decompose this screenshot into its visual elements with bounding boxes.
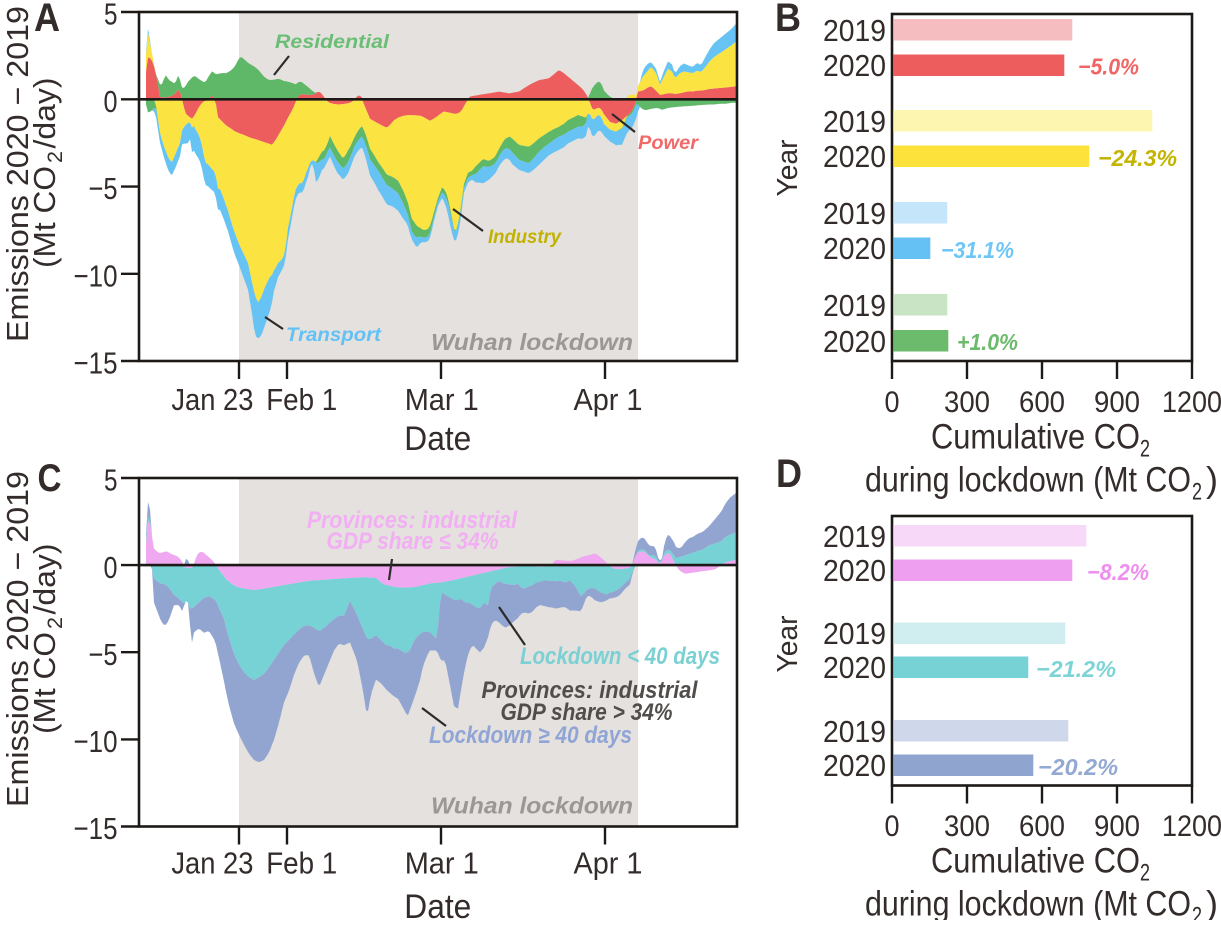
svg-text:−5: −5 bbox=[89, 637, 118, 672]
svg-text:during lockdown (Mt CO: during lockdown (Mt CO bbox=[865, 885, 1191, 921]
svg-text:2019: 2019 bbox=[823, 196, 886, 231]
svg-text:2: 2 bbox=[1192, 479, 1202, 506]
svg-text:Emissions 2020 − 2019: Emissions 2020 − 2019 bbox=[1, 6, 35, 342]
svg-text:Industry: Industry bbox=[488, 227, 562, 248]
svg-text:2020: 2020 bbox=[823, 231, 886, 266]
svg-text:0: 0 bbox=[885, 386, 900, 419]
svg-text:−15: −15 bbox=[74, 346, 118, 381]
svg-text:Power: Power bbox=[638, 133, 700, 154]
svg-text:Mar 1: Mar 1 bbox=[405, 846, 479, 881]
svg-text:−15: −15 bbox=[74, 811, 118, 846]
svg-text:2020: 2020 bbox=[823, 48, 886, 83]
svg-text:+1.0%: +1.0% bbox=[957, 329, 1018, 355]
svg-text:2: 2 bbox=[1192, 903, 1202, 921]
svg-text:Year: Year bbox=[772, 139, 804, 196]
svg-text:Apr 1: Apr 1 bbox=[574, 846, 643, 881]
svg-text:−10: −10 bbox=[74, 259, 118, 294]
svg-text:GDP share ≤ 34%: GDP share ≤ 34% bbox=[327, 528, 499, 555]
svg-text:Date: Date bbox=[404, 888, 471, 920]
svg-text:0: 0 bbox=[885, 810, 900, 843]
svg-text:2019: 2019 bbox=[823, 104, 886, 139]
svg-text:Wuhan lockdown: Wuhan lockdown bbox=[431, 329, 633, 355]
svg-text:2: 2 bbox=[43, 617, 67, 629]
svg-text:−10: −10 bbox=[74, 724, 118, 759]
svg-text:2020: 2020 bbox=[823, 553, 886, 588]
svg-text:Mar 1: Mar 1 bbox=[405, 382, 479, 417]
svg-text:5: 5 bbox=[104, 463, 118, 498]
svg-text:600: 600 bbox=[1019, 810, 1065, 843]
svg-text:5: 5 bbox=[104, 0, 118, 32]
svg-text:C: C bbox=[38, 457, 62, 500]
svg-text:−20.2%: −20.2% bbox=[1038, 754, 1118, 780]
svg-text:−21.2%: −21.2% bbox=[1036, 656, 1116, 682]
svg-text:Provinces: industrial: Provinces: industrial bbox=[482, 677, 699, 704]
svg-text:900: 900 bbox=[1094, 810, 1140, 843]
svg-text:Cumulative CO: Cumulative CO bbox=[931, 842, 1140, 881]
svg-text:(Mt CO: (Mt CO bbox=[28, 166, 62, 268]
svg-text:2019: 2019 bbox=[823, 616, 886, 651]
svg-text:Year: Year bbox=[772, 615, 804, 672]
svg-text:2019: 2019 bbox=[823, 13, 886, 48]
svg-text:Lockdown < 40 days: Lockdown < 40 days bbox=[520, 643, 720, 670]
svg-text:Emissions 2020 − 2019: Emissions 2020 − 2019 bbox=[1, 471, 35, 807]
svg-text:A: A bbox=[34, 0, 60, 40]
svg-text:Apr 1: Apr 1 bbox=[574, 382, 643, 417]
svg-text:Jan 23: Jan 23 bbox=[171, 382, 253, 417]
svg-text:(Mt CO: (Mt CO bbox=[28, 632, 62, 734]
svg-text:2: 2 bbox=[43, 151, 67, 163]
svg-text:−31.1%: −31.1% bbox=[941, 237, 1014, 263]
svg-text:−5: −5 bbox=[89, 171, 118, 206]
svg-text:Transport: Transport bbox=[286, 325, 382, 346]
svg-text:during lockdown (Mt CO: during lockdown (Mt CO bbox=[865, 461, 1191, 500]
svg-text:2020: 2020 bbox=[823, 324, 886, 359]
svg-text:1200: 1200 bbox=[1162, 810, 1221, 843]
svg-text:−8.2%: −8.2% bbox=[1087, 559, 1149, 585]
svg-text:Date: Date bbox=[404, 420, 471, 458]
svg-text:GDP share > 34%: GDP share > 34% bbox=[501, 699, 673, 726]
svg-text:2020: 2020 bbox=[823, 139, 886, 174]
svg-text:2: 2 bbox=[1140, 436, 1150, 463]
svg-text:2019: 2019 bbox=[823, 288, 886, 323]
svg-text:/day): /day) bbox=[28, 544, 62, 615]
svg-text:Cumulative CO: Cumulative CO bbox=[931, 418, 1140, 457]
svg-text:Feb 1: Feb 1 bbox=[266, 382, 337, 417]
svg-text:Provinces: industrial: Provinces: industrial bbox=[307, 507, 518, 534]
svg-text:2: 2 bbox=[1140, 860, 1150, 887]
svg-text:Residential: Residential bbox=[275, 32, 390, 53]
svg-text:Feb 1: Feb 1 bbox=[266, 846, 337, 881]
svg-text:D: D bbox=[776, 452, 802, 496]
svg-text:): ) bbox=[1206, 461, 1218, 500]
svg-text:−24.3%: −24.3% bbox=[1098, 145, 1177, 171]
svg-text:Jan 23: Jan 23 bbox=[171, 846, 253, 881]
svg-text:600: 600 bbox=[1019, 386, 1065, 419]
svg-text:1200: 1200 bbox=[1162, 386, 1221, 419]
svg-text:0: 0 bbox=[104, 84, 118, 119]
svg-text:300: 300 bbox=[944, 386, 990, 419]
svg-text:): ) bbox=[1206, 885, 1218, 921]
svg-text:Lockdown ≥ 40 days: Lockdown ≥ 40 days bbox=[429, 722, 632, 749]
svg-text:0: 0 bbox=[104, 550, 118, 585]
svg-text:900: 900 bbox=[1094, 386, 1140, 419]
svg-text:−5.0%: −5.0% bbox=[1078, 54, 1139, 80]
svg-text:B: B bbox=[775, 0, 801, 40]
svg-text:/day): /day) bbox=[28, 78, 62, 149]
svg-text:2020: 2020 bbox=[823, 748, 886, 783]
svg-text:2020: 2020 bbox=[823, 650, 886, 685]
svg-text:2019: 2019 bbox=[823, 714, 886, 749]
svg-text:300: 300 bbox=[944, 810, 990, 843]
svg-text:Wuhan lockdown: Wuhan lockdown bbox=[431, 793, 633, 819]
svg-text:2019: 2019 bbox=[823, 519, 886, 554]
